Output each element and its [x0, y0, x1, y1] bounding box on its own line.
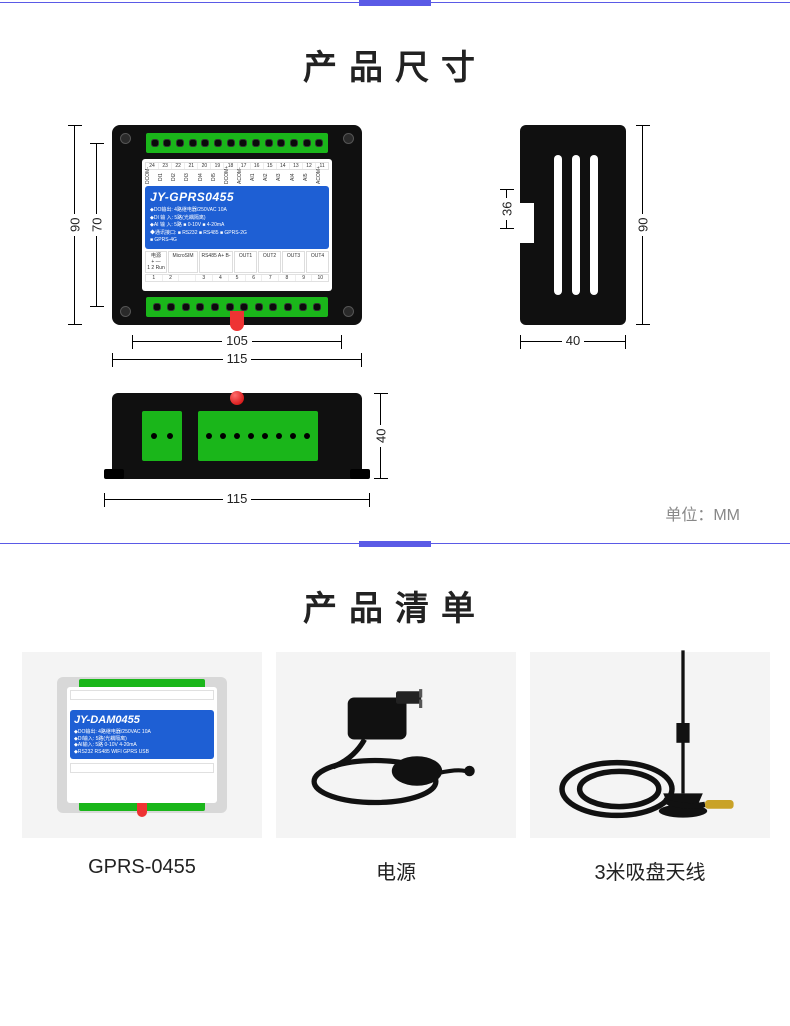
dimensions-figure: 2423222120191817161514131211 DCOM-DI1DI2…: [0, 111, 790, 541]
dim-front-w-outer: 115: [112, 353, 362, 367]
product-card: 3米吸盘天线: [530, 652, 770, 885]
bottom-view: [112, 393, 362, 479]
dim-bottom-w: 115: [104, 493, 370, 507]
dim-bottom-h: 40: [374, 393, 388, 479]
dim-side-h-inner: 36: [500, 189, 514, 229]
product-card: 电源: [276, 652, 516, 885]
side-view: [520, 125, 626, 325]
dim-side-w: 40: [520, 335, 626, 349]
product-card: JY-DAM0455 ◆DO输出: 4路继电器/250VAC 10A◆DI输入:…: [22, 652, 262, 885]
divider-top: [0, 0, 790, 6]
dim-front-h-outer: 90: [68, 125, 82, 325]
title-dimensions: 产品尺寸: [0, 6, 790, 111]
product-caption: 3米吸盘天线: [530, 838, 770, 885]
product-list: JY-DAM0455 ◆DO输出: 4路继电器/250VAC 10A◆DI输入:…: [0, 652, 790, 915]
front-view: 2423222120191817161514131211 DCOM-DI1DI2…: [112, 125, 362, 325]
dim-front-w-inner: 105: [132, 335, 342, 349]
dim-front-h-inner: 70: [90, 143, 104, 307]
psu-icon: [291, 666, 501, 824]
model-number: JY-GPRS0455: [150, 190, 324, 204]
title-product-list: 产品清单: [0, 547, 790, 652]
antenna-icon: [540, 646, 760, 844]
device-icon: JY-DAM0455 ◆DO输出: 4路继电器/250VAC 10A◆DI输入:…: [57, 677, 227, 813]
product-caption: 电源: [276, 838, 516, 885]
unit-label: 单位：MM: [665, 501, 740, 525]
dim-side-h-outer: 90: [636, 125, 650, 325]
product-caption: GPRS-0455: [22, 838, 262, 879]
divider-mid: [0, 541, 790, 547]
